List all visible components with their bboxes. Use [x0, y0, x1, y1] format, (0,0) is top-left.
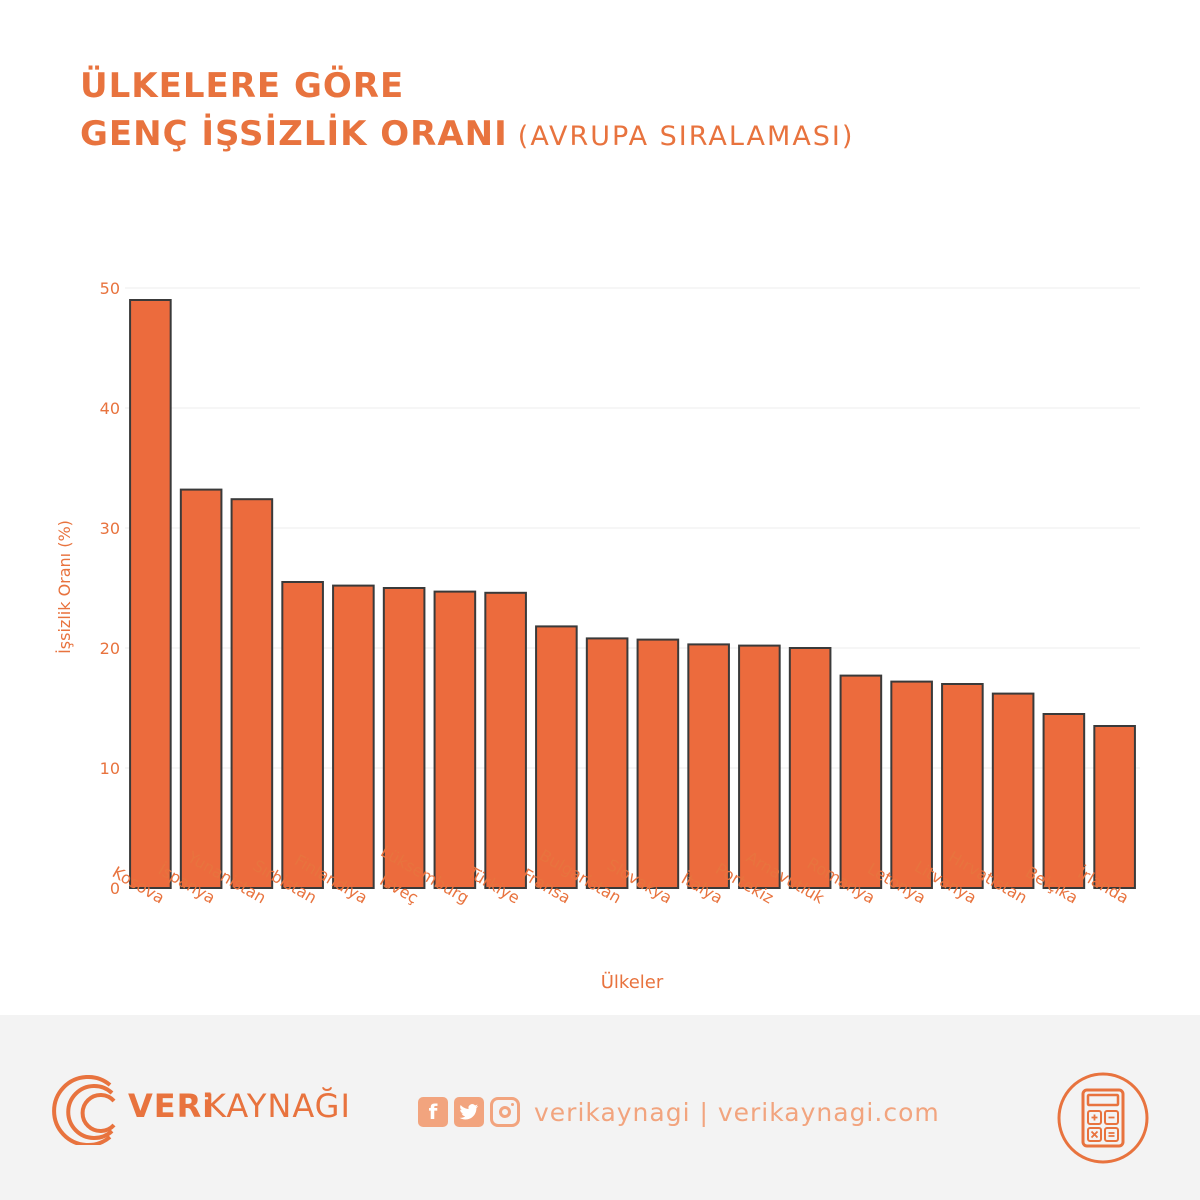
calculator-icon — [1057, 1072, 1149, 1164]
x-axis-label: Ülkeler — [601, 971, 664, 993]
page-title: ÜLKELERE GÖRE GENÇ İŞSİZLİK ORANI (AVRUPA… — [80, 62, 854, 161]
bar-2 — [230, 498, 274, 889]
bar-18 — [1042, 713, 1086, 889]
bar-10 — [636, 638, 680, 889]
bar-7 — [484, 591, 527, 889]
y-tick-label: 10 — [100, 759, 120, 778]
brand-name-light: KAYNAĞI — [205, 1087, 351, 1125]
bar-5 — [382, 587, 426, 889]
bar-6 — [433, 590, 477, 889]
footer: VERi KAYNAĞI f verikaynagi | verikaynagi… — [0, 1015, 1200, 1200]
bar-3 — [281, 581, 324, 889]
y-tick-label: 0 — [110, 879, 120, 898]
y-tick-label: 30 — [100, 519, 120, 538]
title-main: GENÇ İŞSİZLİK ORANI — [80, 114, 508, 154]
bar-17 — [991, 692, 1035, 889]
bar-15 — [890, 680, 933, 889]
title-line-2: GENÇ İŞSİZLİK ORANI (AVRUPA SIRALAMASI) — [80, 110, 854, 161]
social-handle[interactable]: verikaynagi | verikaynagi.com — [534, 1097, 940, 1127]
y-axis-label: İşsizlik Oranı (%) — [55, 520, 74, 654]
facebook-icon[interactable]: f — [418, 1097, 448, 1127]
bars — [129, 299, 1136, 890]
bar-13 — [788, 647, 832, 889]
bar-4 — [332, 584, 375, 889]
gridlines — [125, 287, 1140, 769]
y-tick-label: 40 — [100, 399, 120, 418]
y-tick-label: 20 — [100, 639, 120, 658]
bar-0 — [129, 299, 172, 889]
bar-16 — [941, 683, 984, 889]
logo-signal-icon — [52, 1075, 116, 1145]
brand-name-bold: VERi — [128, 1087, 215, 1125]
social-links: f verikaynagi | verikaynagi.com — [418, 1095, 940, 1129]
instagram-icon[interactable] — [490, 1097, 520, 1127]
y-axis-ticks: 0 10 20 30 40 50 — [100, 279, 120, 898]
y-tick-label: 50 — [100, 279, 120, 298]
bar-14 — [839, 674, 883, 889]
bar-11 — [687, 643, 730, 890]
title-suffix: (AVRUPA SIRALAMASI) — [517, 121, 855, 152]
title-line-1: ÜLKELERE GÖRE — [80, 66, 405, 106]
twitter-icon[interactable] — [454, 1097, 484, 1127]
bar-9 — [585, 637, 629, 890]
bar-1 — [179, 488, 223, 889]
bar-19 — [1093, 725, 1136, 889]
bar-8 — [535, 625, 578, 890]
brand-logo: VERi KAYNAĞI — [50, 1075, 351, 1145]
bar-12 — [738, 644, 781, 889]
